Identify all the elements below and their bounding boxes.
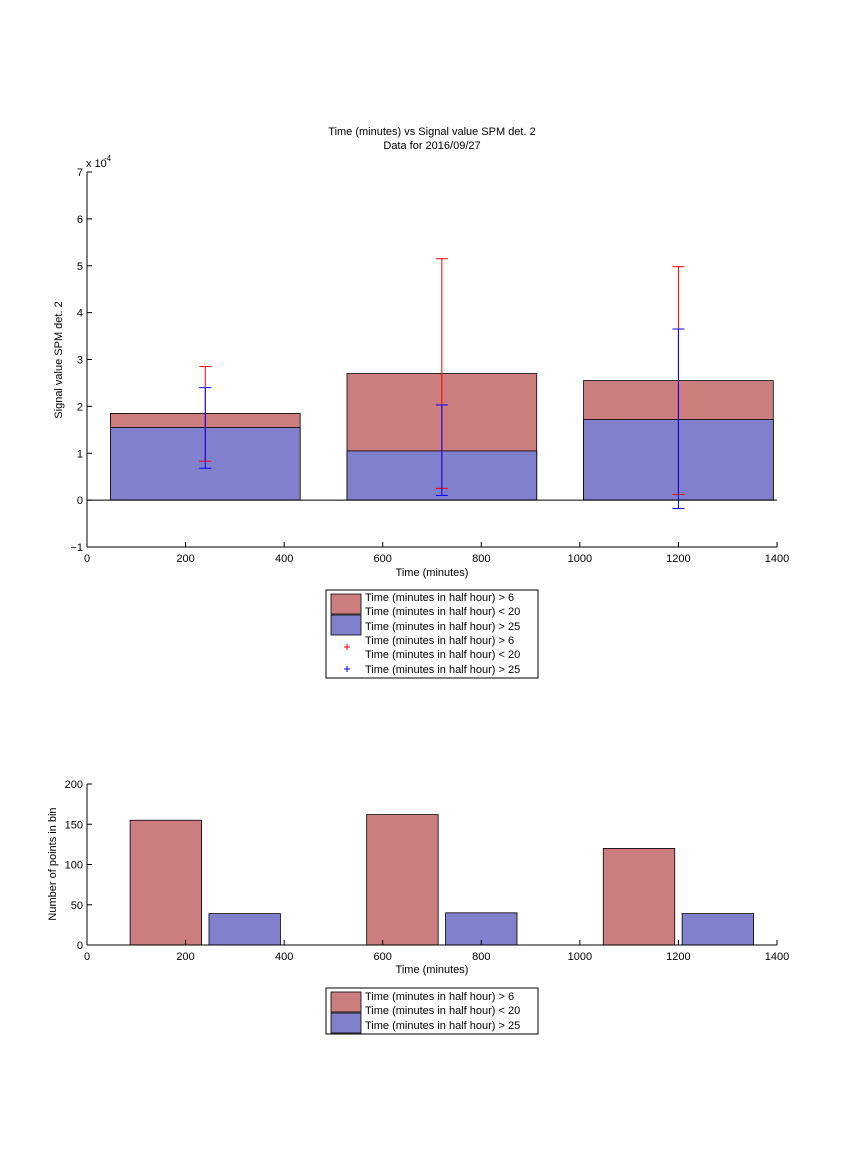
- x-tick-label: 1200: [666, 553, 690, 565]
- x-tick-label: 1200: [666, 951, 690, 963]
- y-tick-label: −1: [70, 542, 83, 554]
- count-chart: 0 200 400 600 800 1000 1200 1400 0 50 100 150 200 Ti…: [47, 779, 789, 976]
- y-tick-label: 5: [77, 261, 83, 273]
- legend-entry: Time (minutes in half hour) < 20: [365, 649, 520, 661]
- x-tick-label: 800: [472, 553, 490, 565]
- signal-chart: Time (minutes) vs Signal value SPM det. …: [53, 126, 789, 579]
- legend-entry: Time (minutes in half hour) > 25: [365, 621, 520, 633]
- legend-top: Time (minutes in half hour) > 6 Time (mi…: [325, 589, 539, 679]
- x-tick-label: 1000: [568, 553, 592, 565]
- legend-entry: Time (minutes in half hour) > 25: [365, 1020, 520, 1032]
- x-tick-label: 600: [374, 553, 392, 565]
- legend-entry: Time (minutes in half hour) > 25: [365, 664, 520, 676]
- bar-blue: [208, 913, 281, 946]
- x-axis-label: Time (minutes): [396, 567, 469, 579]
- x-tick-label: 0: [84, 553, 90, 565]
- y-tick-label: 150: [65, 819, 83, 831]
- bar-blue: [445, 912, 518, 946]
- legend-entry: Time (minutes in half hour) < 20: [365, 606, 520, 618]
- y-tick-label: 100: [65, 860, 83, 872]
- bar-red: [366, 814, 439, 946]
- x-tick-label: 1400: [765, 951, 789, 963]
- y-tick-label: 0: [77, 495, 83, 507]
- error-bar-blue: [435, 404, 448, 496]
- legend-entry: Time (minutes in half hour) > 6: [365, 635, 514, 647]
- x-tick-label: 1000: [568, 951, 592, 963]
- y-axis-label: Number of points in bin: [47, 807, 59, 920]
- x-tick-label: 400: [275, 553, 293, 565]
- y-tick-label: 200: [65, 779, 83, 791]
- legend-bottom: Time (minutes in half hour) > 6 Time (mi…: [325, 987, 539, 1035]
- legend-entry: Time (minutes in half hour) < 20: [365, 1005, 520, 1017]
- legend-swatch-blue: [330, 614, 362, 636]
- x-tick-label: 200: [176, 553, 194, 565]
- x-tick-label: 1400: [765, 553, 789, 565]
- y-tick-label: 3: [77, 355, 83, 367]
- bar-blue: [681, 913, 754, 946]
- y-tick-label: 0: [77, 940, 83, 952]
- bar-red: [129, 819, 202, 946]
- svg-text:-4: -4: [104, 154, 112, 163]
- legend-entry: Time (minutes in half hour) > 6: [365, 592, 514, 604]
- chart-subtitle: Data for 2016/09/27: [383, 140, 480, 152]
- legend-marker-red-plus: [344, 644, 350, 650]
- legend-swatch-red: [330, 991, 362, 1013]
- y-tick-label: 4: [77, 308, 83, 320]
- y-tick-label: 7: [77, 167, 83, 179]
- x-axis-label: Time (minutes): [396, 964, 469, 976]
- x-tick-label: 600: [374, 951, 392, 963]
- y-tick-label: 6: [77, 214, 83, 226]
- y-axis-label: Signal value SPM det. 2: [53, 301, 65, 418]
- x-tick-label: 0: [84, 951, 90, 963]
- legend-marker-blue-plus: [344, 666, 350, 672]
- y-tick-label: 50: [71, 900, 83, 912]
- svg-text:x 10: x 10: [86, 158, 107, 170]
- legend-swatch-red: [330, 593, 362, 615]
- legend-swatch-blue: [330, 1012, 362, 1034]
- x-tick-label: 200: [176, 951, 194, 963]
- x-tick-label: 800: [472, 951, 490, 963]
- bar-red: [602, 848, 676, 946]
- x-tick-label: 400: [275, 951, 293, 963]
- y-exponent-label: x 10 -4: [86, 154, 112, 170]
- chart-title: Time (minutes) vs Signal value SPM det. …: [328, 126, 535, 138]
- legend-entry: Time (minutes in half hour) > 6: [365, 991, 514, 1003]
- error-bar-blue: [199, 387, 212, 469]
- bars-layer: [129, 814, 754, 946]
- axes: 0 200 400 600 800 1000 1200 1400 0 50 100 150 200: [65, 779, 790, 963]
- error-bar-blue: [672, 328, 685, 510]
- y-tick-label: 1: [77, 448, 83, 460]
- y-tick-label: 2: [77, 401, 83, 413]
- error-bars-layer: [199, 258, 685, 510]
